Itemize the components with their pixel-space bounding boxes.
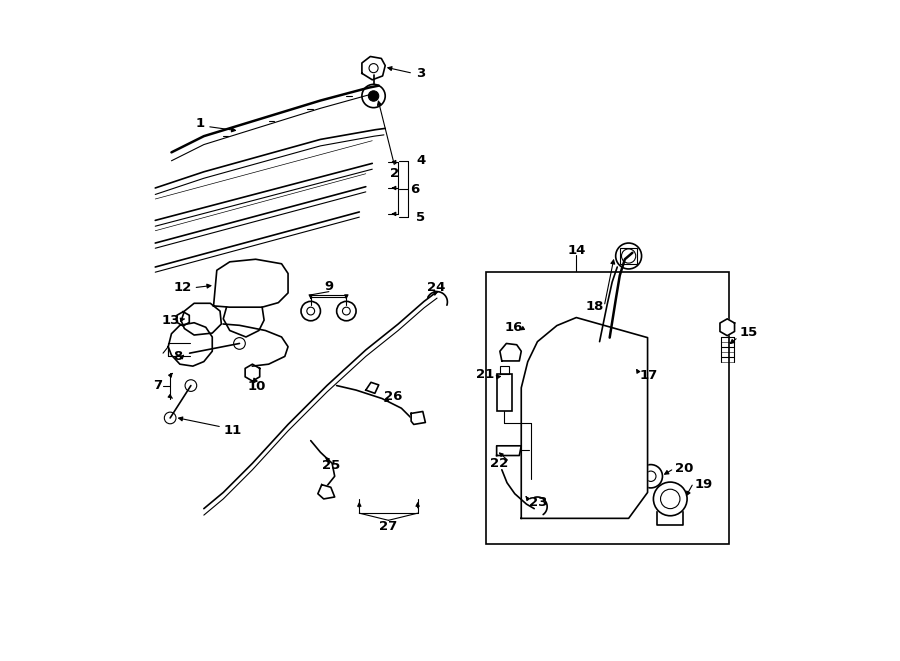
Text: 7: 7 (153, 379, 162, 392)
Text: 4: 4 (417, 154, 426, 167)
Polygon shape (497, 446, 521, 455)
Text: 27: 27 (379, 520, 398, 533)
Circle shape (653, 482, 687, 516)
Text: 2: 2 (391, 167, 400, 180)
Text: 13: 13 (161, 313, 180, 327)
Polygon shape (500, 344, 521, 361)
Bar (486, 272, 728, 544)
Polygon shape (365, 382, 379, 393)
Circle shape (616, 243, 642, 269)
Polygon shape (411, 411, 426, 424)
Text: 8: 8 (174, 350, 183, 363)
Text: 15: 15 (740, 326, 758, 339)
Text: 23: 23 (529, 496, 547, 509)
Polygon shape (318, 485, 335, 499)
Text: 24: 24 (427, 281, 445, 293)
Polygon shape (245, 364, 260, 381)
Text: 16: 16 (504, 321, 523, 334)
Text: 3: 3 (416, 67, 426, 80)
Text: 19: 19 (695, 477, 713, 490)
Text: 18: 18 (586, 300, 604, 313)
Polygon shape (213, 259, 288, 307)
Text: 21: 21 (476, 368, 494, 381)
Polygon shape (168, 323, 212, 366)
Text: 5: 5 (417, 211, 426, 223)
Text: 9: 9 (324, 280, 333, 293)
Polygon shape (177, 312, 189, 326)
Bar (498, 374, 511, 411)
Circle shape (368, 91, 379, 101)
Text: 10: 10 (248, 380, 266, 393)
Text: 22: 22 (491, 457, 508, 471)
Circle shape (639, 465, 662, 488)
Text: 17: 17 (640, 369, 658, 382)
Text: 11: 11 (224, 424, 242, 438)
Text: 26: 26 (383, 390, 402, 403)
Polygon shape (720, 319, 734, 336)
Polygon shape (223, 307, 264, 337)
Polygon shape (181, 303, 221, 335)
Text: 20: 20 (675, 462, 694, 475)
Bar (620, 248, 637, 264)
Text: 6: 6 (410, 183, 419, 196)
Text: 14: 14 (567, 244, 586, 256)
Bar (500, 366, 508, 374)
Polygon shape (521, 317, 648, 518)
Text: 25: 25 (321, 459, 340, 472)
Text: 1: 1 (196, 117, 205, 130)
Text: 12: 12 (174, 281, 193, 294)
